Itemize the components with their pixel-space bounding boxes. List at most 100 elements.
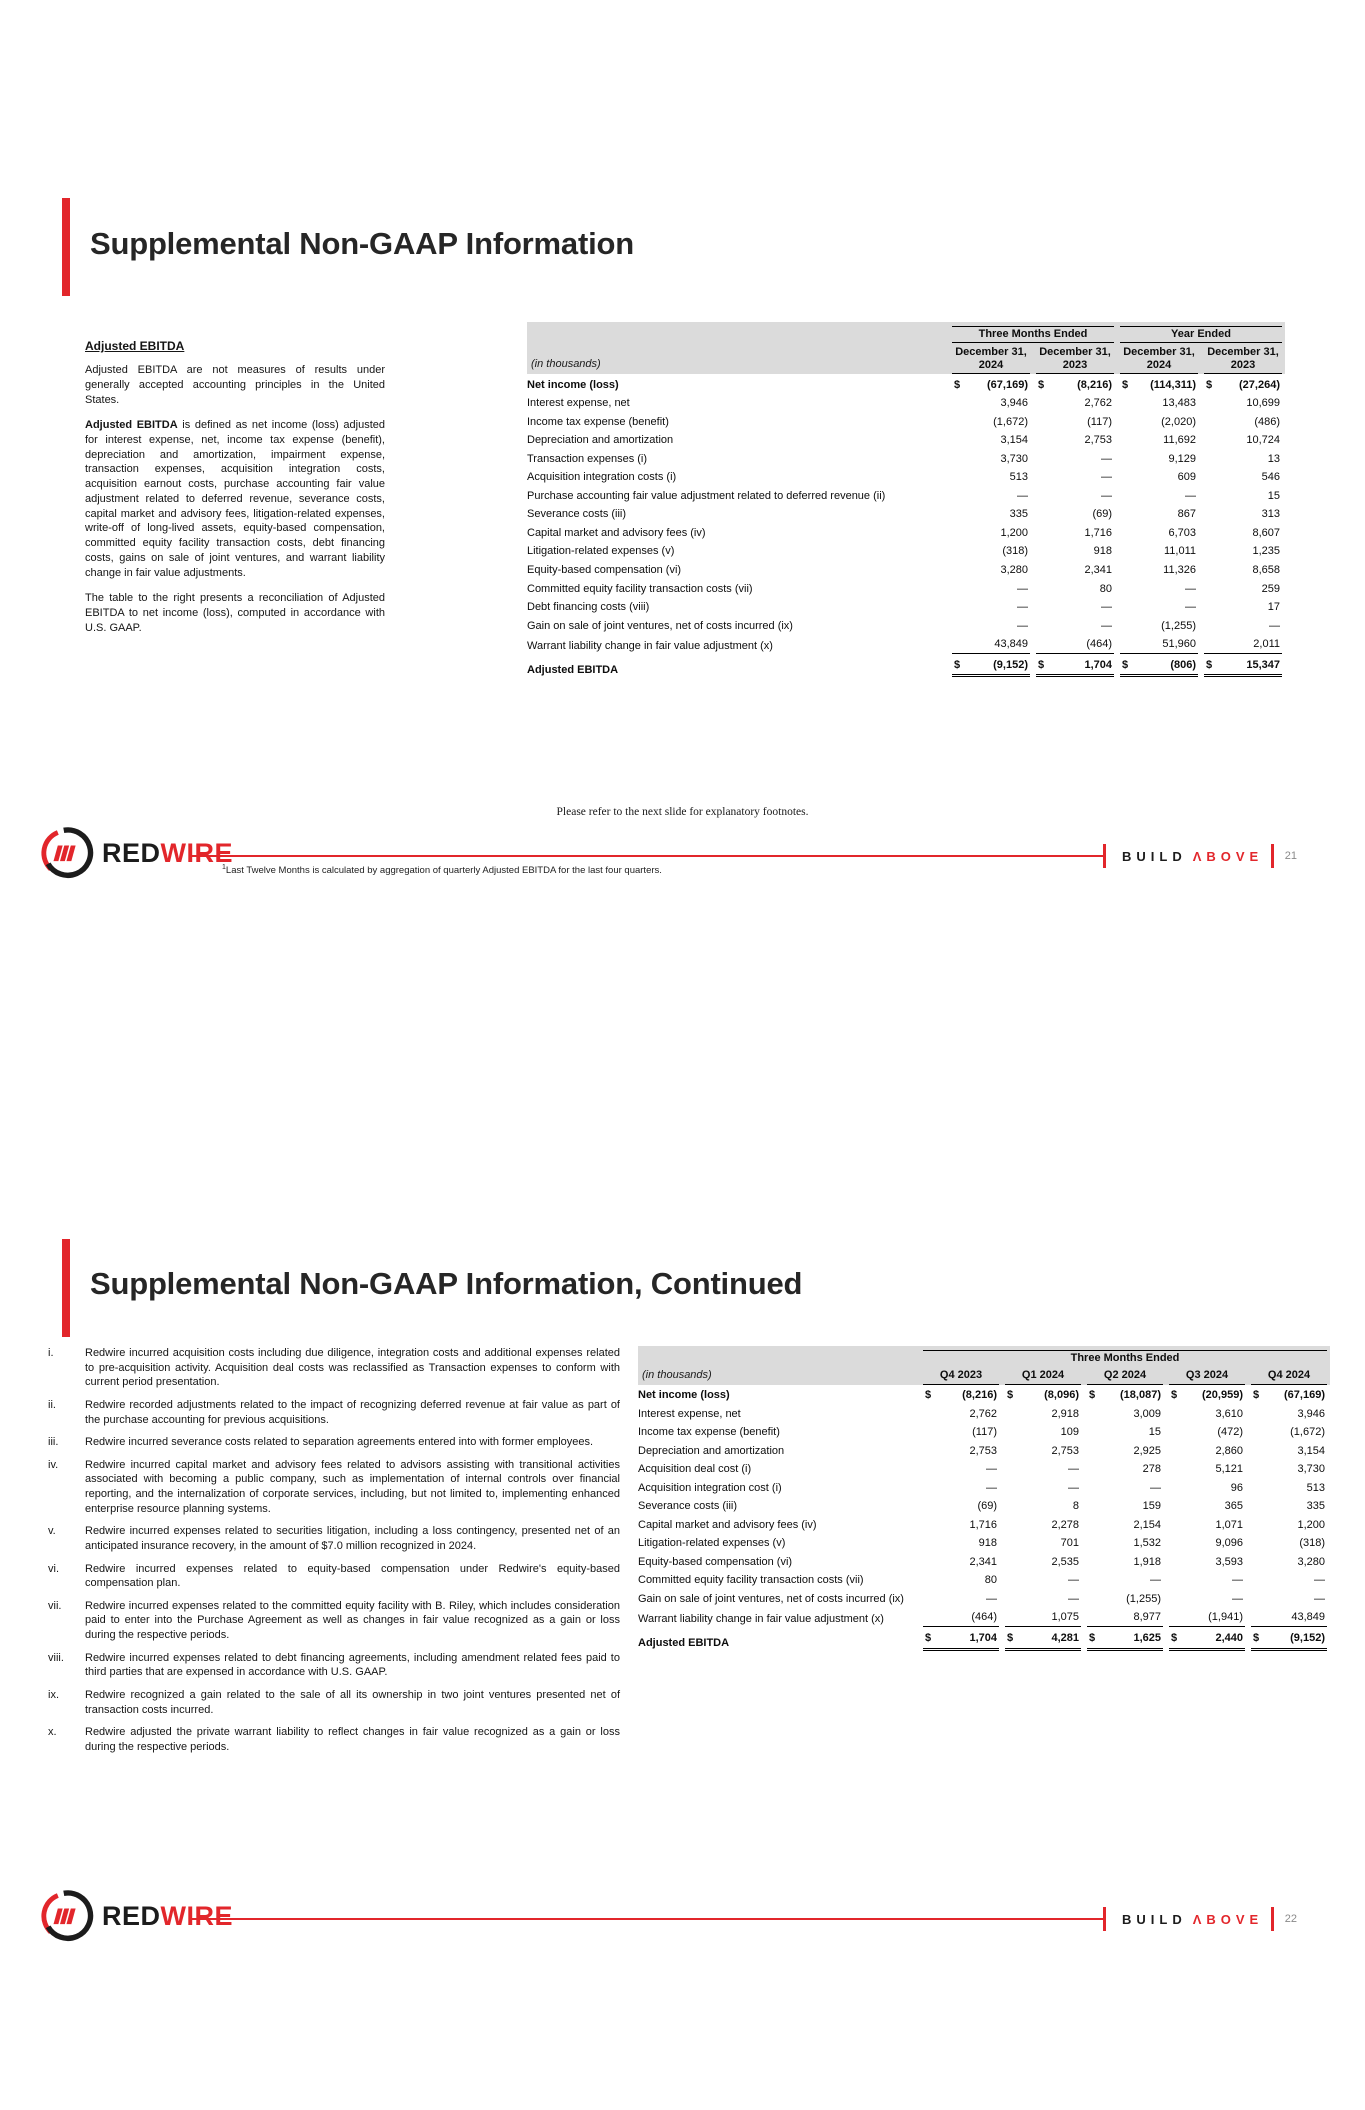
table-header: (in thousands) Three Months Ended Year E… xyxy=(527,322,1285,375)
footnote-item: x. Redwire adjusted the private warrant … xyxy=(48,1725,620,1754)
cell-value: 3,280 xyxy=(1000,563,1028,576)
cell-value: 2,925 xyxy=(1133,1444,1161,1457)
table-row: Interest expense, net 2,762 2,918 3,009 3,61… xyxy=(638,1405,1330,1424)
redwire-wordmark: REDWIRE xyxy=(102,1900,234,1931)
table-row: Equity-based compensation (vi) 3,280 2,341… xyxy=(527,562,1285,581)
footnote-text: Redwire incurred expenses related to equ… xyxy=(85,1562,620,1590)
page-title: Supplemental Non-GAAP Information, Conti… xyxy=(90,1266,803,1301)
tagline-above: ΛBOVE xyxy=(1192,848,1264,864)
cell-value: — xyxy=(1017,601,1028,614)
row-label: Debt financing costs (viii) xyxy=(527,601,650,614)
row-label: Net income (loss) xyxy=(527,378,619,391)
group-header-three-months: Three Months Ended xyxy=(923,1350,1327,1366)
column-header: December 31, 2024 xyxy=(1120,346,1198,375)
cell-value: $ (9,152) xyxy=(952,659,1030,678)
cell-value: (464) xyxy=(923,1611,999,1628)
cell-value: 335 xyxy=(1009,508,1028,521)
cell-value: 13,483 xyxy=(1162,397,1196,410)
group-header-row: Three Months Ended Year Ended xyxy=(527,326,1285,343)
cell-value: 8 xyxy=(1072,1500,1079,1513)
cell-value: 3,009 xyxy=(1133,1407,1161,1420)
row-label: Interest expense, net xyxy=(527,397,630,410)
row-label: Net income (loss) xyxy=(638,1389,730,1402)
footnote-item: iv. Redwire incurred capital market and … xyxy=(48,1458,620,1517)
footnote-item: i. Redwire incurred acquisition costs in… xyxy=(48,1346,620,1390)
footer-divider-line xyxy=(192,855,1105,857)
tagline-separator xyxy=(1271,1907,1274,1931)
cell-value: 43,849 xyxy=(1251,1611,1327,1628)
cell-value: 13 xyxy=(1267,452,1280,465)
row-label: Interest expense, net xyxy=(638,1407,741,1420)
cell-value: 6,703 xyxy=(1168,526,1196,539)
cell-value: 701 xyxy=(1060,1537,1079,1550)
table-row: Net income (loss) $ (67,169) $ (8,216) $ (114,… xyxy=(527,376,1285,395)
cell-value: — xyxy=(986,1463,997,1476)
cell-value: 80 xyxy=(1099,582,1112,595)
cell-value: 1,075 xyxy=(1005,1611,1081,1628)
cell-value: 11,326 xyxy=(1163,563,1196,576)
table-row: Depreciation and amortization 3,154 2,753 1… xyxy=(527,432,1285,451)
cell-value: 513 xyxy=(1009,471,1028,484)
cell-value: 335 xyxy=(1306,1500,1325,1513)
cell-value: 11,011 xyxy=(1163,545,1196,558)
cell-value: 96 xyxy=(1230,1481,1243,1494)
column-header-row: December 31, 2024 December 31, 2023 Dece… xyxy=(527,346,1285,375)
table-row: Committed equity facility transaction co… xyxy=(527,580,1285,599)
cell-value: (69) xyxy=(1092,508,1112,521)
table-row: Capital market and advisory fees (iv) 1,7… xyxy=(638,1516,1330,1535)
row-label: Litigation-related expenses (v) xyxy=(527,545,675,558)
cell-value: 3,154 xyxy=(1000,434,1028,447)
row-label: Committed equity facility transaction co… xyxy=(527,582,753,595)
tagline-separator xyxy=(1271,844,1274,868)
row-label: Acquisition deal cost (i) xyxy=(638,1463,752,1476)
cell-value: 8,607 xyxy=(1252,526,1280,539)
footnote-text: Redwire incurred expenses related to sec… xyxy=(85,1525,620,1552)
cell-value: 1,716 xyxy=(969,1518,997,1531)
tagline-tick xyxy=(1103,1907,1106,1931)
cell-value: $ (18,087) xyxy=(1089,1389,1161,1402)
cell-value: — xyxy=(1017,582,1028,595)
row-label: Warrant liability change in fair value a… xyxy=(638,1613,884,1626)
footnote-item: ix. Redwire recognized a gain related to… xyxy=(48,1688,620,1717)
explanatory-footnotes-list: i. Redwire incurred acquisition costs in… xyxy=(48,1346,620,1762)
build-above-tagline: BUILD ΛBOVE 21 xyxy=(1103,843,1297,869)
cell-value: $ (9,152) xyxy=(1251,1632,1327,1651)
cell-value: 3,946 xyxy=(1000,397,1028,410)
units-label: (in thousands) xyxy=(642,1368,712,1381)
footnote-number: viii. xyxy=(48,1651,64,1664)
cell-value: 1,200 xyxy=(1000,526,1028,539)
cell-value: — xyxy=(1068,1574,1079,1587)
row-label: Capital market and advisory fees (iv) xyxy=(638,1518,817,1531)
redwire-wordmark: REDWIRE xyxy=(102,837,234,868)
row-label: Severance costs (iii) xyxy=(638,1500,738,1513)
cell-value: (1,941) xyxy=(1169,1611,1245,1628)
cell-value: 2,341 xyxy=(969,1555,997,1568)
cell-value: $4,281 xyxy=(1005,1632,1081,1651)
cell-value: 3,610 xyxy=(1215,1407,1243,1420)
column-header: December 31, 2024 xyxy=(952,346,1030,375)
ltm-footnote: 1Last Twelve Months is calculated by agg… xyxy=(222,864,662,877)
row-label: Adjusted EBITDA xyxy=(527,663,619,676)
footer-divider-line xyxy=(192,1918,1105,1920)
cell-value: (117) xyxy=(1087,415,1112,428)
cell-value: 2,011 xyxy=(1204,638,1282,654)
cell-value: $ (8,096) xyxy=(1007,1389,1079,1402)
cell-value: — xyxy=(1314,1574,1325,1587)
cell-value: 2,860 xyxy=(1215,1444,1243,1457)
footnote-number: x. xyxy=(48,1726,57,1739)
cell-value: 8,977 xyxy=(1087,1611,1163,1628)
cell-value: (464) xyxy=(1036,638,1114,654)
row-label: Adjusted EBITDA xyxy=(638,1636,730,1649)
row-label: Transaction expenses (i) xyxy=(527,452,648,465)
cell-value: $1,704 xyxy=(1036,659,1114,678)
tagline-above: ΛBOVE xyxy=(1192,1911,1264,1927)
cell-value: 2,278 xyxy=(1051,1518,1079,1531)
cell-value: — xyxy=(1101,619,1112,632)
table-row: Capital market and advisory fees (iv) 1,2… xyxy=(527,525,1285,544)
cell-value: $ (67,169) xyxy=(1253,1389,1325,1402)
row-label: Severance costs (iii) xyxy=(527,508,627,521)
table-row: Adjusted EBITDA $ (9,152) $1,704 $ (806) $15,3… xyxy=(527,656,1285,680)
page-number: 21 xyxy=(1284,850,1297,862)
cell-value: 3,946 xyxy=(1297,1407,1325,1420)
cell-value: $1,625 xyxy=(1087,1632,1163,1651)
